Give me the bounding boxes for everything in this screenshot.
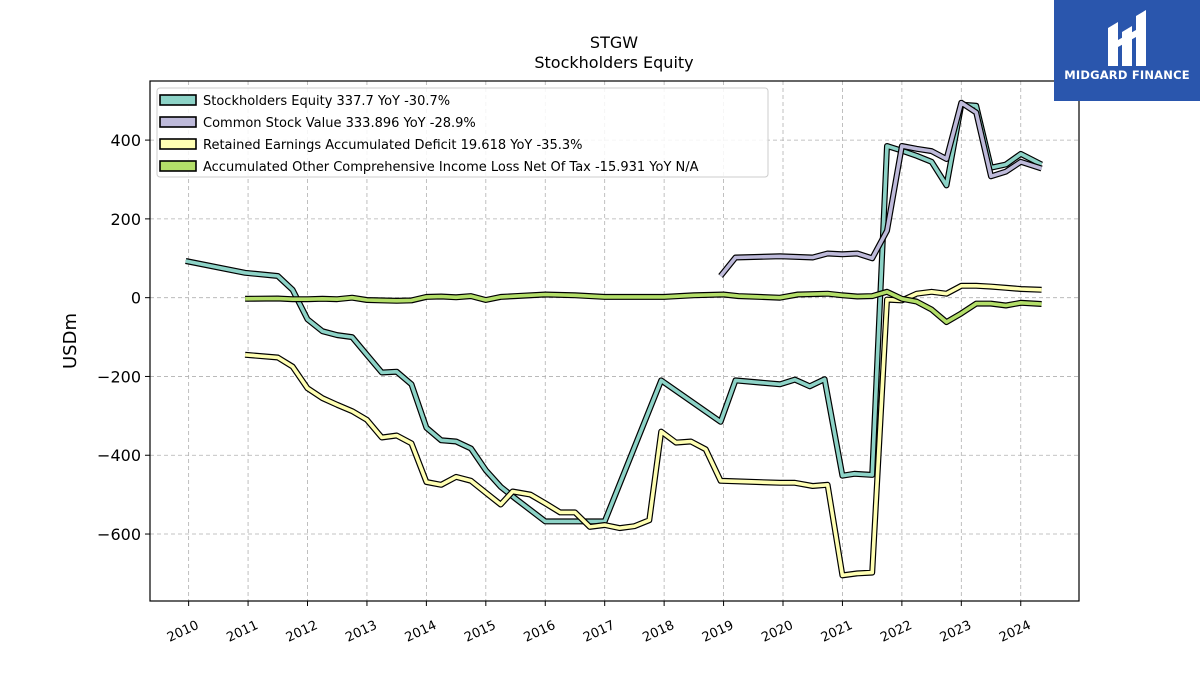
x-tick-label: 2012 [284, 618, 320, 646]
series-line-1 [719, 100, 1043, 278]
x-tick-label: 2011 [224, 618, 260, 646]
y-tick-label: 200 [110, 210, 141, 229]
legend-swatch-3 [159, 160, 197, 172]
y-axis-label: USDm [60, 313, 81, 369]
legend-entry-3: Accumulated Other Comprehensive Income L… [203, 160, 699, 175]
y-tick-label: −400 [97, 446, 141, 465]
x-tick-label: 2014 [403, 618, 439, 646]
y-tick-label: 400 [110, 131, 141, 150]
legend: Stockholders Equity 337.7 YoY -30.7% Comm… [156, 87, 769, 178]
x-tick-label: 2016 [522, 618, 558, 646]
legend-swatch-0 [159, 94, 197, 106]
chart-subtitle: Stockholders Equity [534, 53, 693, 72]
x-tick-label: 2013 [343, 618, 379, 646]
series-line-0 [185, 102, 1043, 524]
series-layer [185, 99, 1043, 579]
midgard-finance-logo: MIDGARD FINANCE [1054, 0, 1200, 101]
x-tick-label: 2021 [819, 618, 855, 646]
x-tick-label: 2022 [878, 618, 914, 646]
legend-swatch-1 [159, 116, 197, 128]
legend-entry-0: Stockholders Equity 337.7 YoY -30.7% [203, 94, 450, 109]
legend-swatch-2 [159, 138, 197, 150]
x-tick-label: 2020 [759, 618, 795, 646]
x-tick-label: 2017 [581, 618, 617, 646]
series-line-2 [244, 284, 1042, 578]
x-tick-label: 2018 [640, 618, 676, 646]
x-tick-label: 2015 [462, 618, 498, 646]
y-tick-label: −600 [97, 525, 141, 544]
legend-entry-1: Common Stock Value 333.896 YoY -28.9% [203, 116, 476, 131]
x-tick-label: 2019 [700, 618, 736, 646]
y-tick-label: 0 [131, 289, 141, 308]
chart-title: STGW [590, 33, 638, 52]
midgard-finance-logo-icon [1108, 10, 1146, 66]
logo-text: MIDGARD FINANCE [1064, 68, 1190, 82]
x-tick-label: 2024 [997, 618, 1033, 646]
series-line-3 [245, 290, 1042, 324]
legend-box [156, 87, 769, 178]
x-tick-label: 2010 [165, 618, 201, 646]
legend-entry-2: Retained Earnings Accumulated Deficit 19… [203, 138, 582, 153]
x-tick-label: 2023 [938, 618, 974, 646]
y-tick-label: −200 [97, 367, 141, 386]
plot-frame [149, 80, 1080, 602]
